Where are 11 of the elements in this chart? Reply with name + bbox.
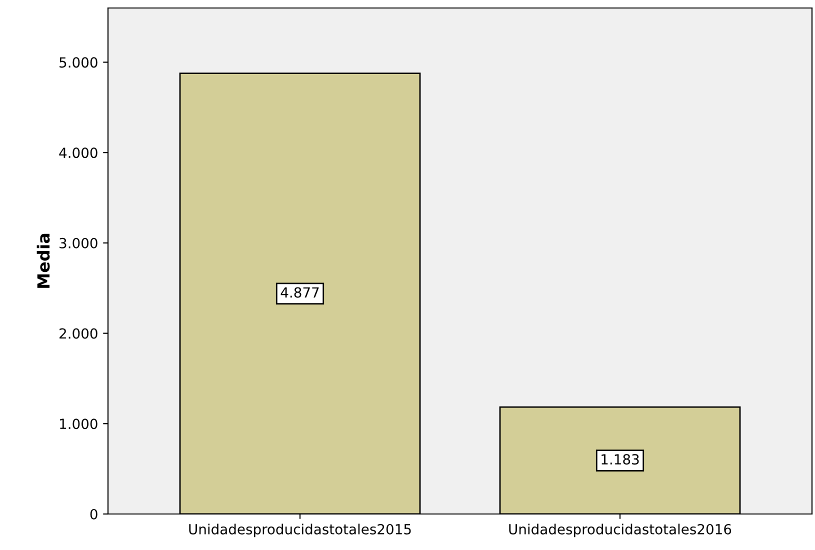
y-tick-label: 2.000 (60, 328, 98, 339)
x-tick-label: Unidadesproducidastotales2016 (509, 524, 732, 538)
data-label: 4.877 (280, 287, 319, 298)
y-tick-label: 1.000 (60, 418, 98, 430)
y-tick-label: 0 (90, 508, 98, 520)
data-label: 1.183 (602, 454, 639, 465)
y-axis-title: Media (36, 234, 50, 288)
y-tick-label: 5.000 (60, 57, 98, 68)
y-tick-label: 4.000 (59, 148, 98, 158)
y-tick-label: 3.000 (60, 238, 98, 248)
x-tick-label: Unidadesproducidastotales2015 (189, 524, 411, 538)
